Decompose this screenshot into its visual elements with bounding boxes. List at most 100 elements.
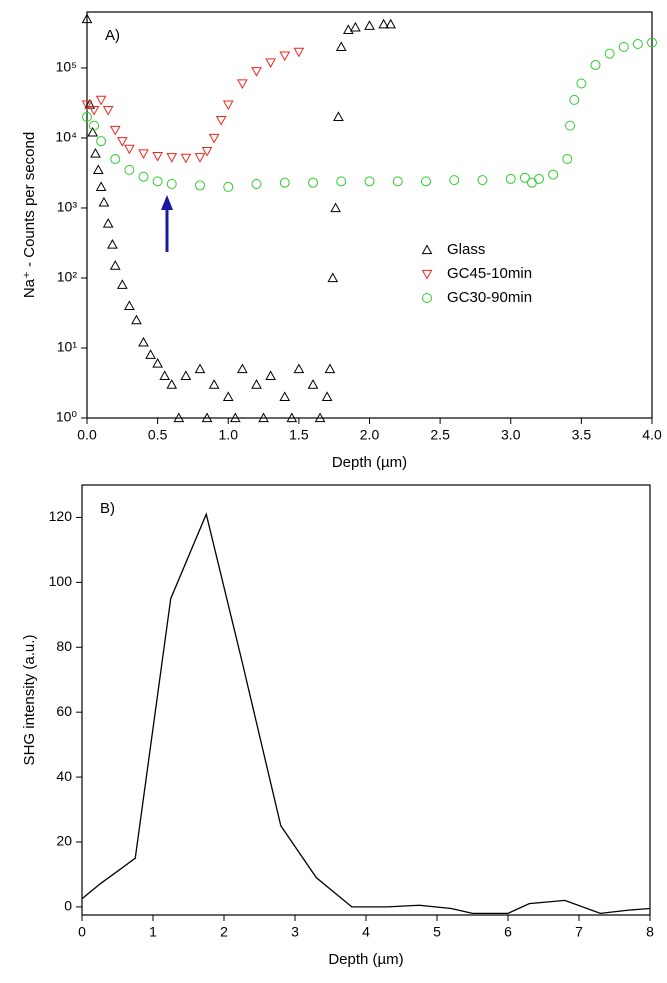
point <box>569 94 580 105</box>
point <box>95 181 107 192</box>
point <box>321 391 333 402</box>
point <box>647 37 657 48</box>
x-tick-label: 4.0 <box>642 427 662 443</box>
point <box>286 412 298 423</box>
legend-label: GC30-90min <box>447 289 532 306</box>
y-axis-title: SHG intensity (a.u.) <box>21 635 38 766</box>
arrow <box>161 195 173 252</box>
point <box>279 391 291 402</box>
point <box>173 412 185 423</box>
point <box>565 120 576 131</box>
x-tick-label: 7 <box>575 924 583 940</box>
point <box>82 111 92 122</box>
point <box>327 272 339 283</box>
y-tick-label: 100 <box>49 573 73 589</box>
point <box>116 137 128 147</box>
y-tick-label: 40 <box>56 768 72 784</box>
point <box>324 363 336 374</box>
point <box>258 412 269 423</box>
point <box>385 18 397 29</box>
point <box>110 154 121 165</box>
legend-marker <box>422 293 432 303</box>
point <box>222 100 234 111</box>
y-tick-label: 10⁴ <box>55 129 77 145</box>
point <box>180 370 192 380</box>
point <box>102 217 114 228</box>
y-axis-title: Na⁺ - Counts per second <box>21 132 38 298</box>
x-tick-label: 2 <box>220 924 228 940</box>
x-tick-label: 5 <box>433 924 441 940</box>
point <box>116 279 128 289</box>
point <box>364 20 375 30</box>
point <box>124 164 135 175</box>
point <box>364 176 375 187</box>
point <box>314 412 326 423</box>
point <box>519 172 530 183</box>
point <box>392 176 403 187</box>
legend-marker <box>421 244 433 255</box>
y-tick-label: 120 <box>49 508 73 524</box>
point <box>265 370 276 380</box>
point <box>98 196 110 207</box>
point <box>229 412 241 423</box>
y-tick-label: 0 <box>64 898 72 914</box>
point <box>477 175 488 186</box>
x-tick-label: 0.5 <box>148 427 168 443</box>
point <box>293 363 305 374</box>
y-tick-label: 20 <box>56 833 72 849</box>
point <box>208 133 220 144</box>
plot-frame <box>86 11 653 419</box>
legend-label: Glass <box>447 241 485 258</box>
point <box>194 153 206 163</box>
point <box>350 21 361 32</box>
point <box>449 175 460 186</box>
point <box>201 412 213 423</box>
point <box>336 176 347 187</box>
y-tick-label: 10⁰ <box>56 409 78 425</box>
point <box>208 379 220 389</box>
point <box>308 177 318 188</box>
point <box>505 173 516 184</box>
point <box>152 357 163 368</box>
point <box>166 179 177 190</box>
point <box>222 391 234 402</box>
point <box>604 48 615 59</box>
point <box>84 99 96 109</box>
line <box>81 512 651 915</box>
legend-label: GC45-10min <box>447 265 532 282</box>
point <box>109 125 121 136</box>
point <box>96 136 107 147</box>
point <box>138 171 149 182</box>
panel-label: B) <box>100 500 115 517</box>
point <box>576 78 587 89</box>
point <box>237 79 248 90</box>
point <box>138 149 149 160</box>
y-tick-label: 10¹ <box>57 339 78 355</box>
point <box>90 147 101 158</box>
point <box>548 169 559 180</box>
x-tick-label: 3.5 <box>572 427 592 443</box>
point <box>333 111 344 121</box>
point <box>159 370 171 380</box>
point <box>335 41 347 51</box>
point <box>107 239 118 249</box>
point <box>180 153 192 164</box>
x-tick-label: 8 <box>646 924 654 940</box>
point <box>223 181 234 192</box>
point <box>124 144 135 155</box>
point <box>378 18 389 29</box>
x-tick-label: 2.5 <box>430 427 450 443</box>
point <box>562 154 573 165</box>
x-tick-label: 0.0 <box>77 427 97 443</box>
point <box>95 95 107 106</box>
point <box>81 13 93 24</box>
x-tick-label: 1 <box>149 924 157 940</box>
point <box>138 336 149 347</box>
x-axis-title: Depth (µm) <box>328 951 403 968</box>
point <box>166 153 178 163</box>
point <box>92 164 104 174</box>
x-tick-label: 4 <box>362 924 370 940</box>
point <box>201 146 213 157</box>
x-tick-label: 0 <box>78 924 86 940</box>
